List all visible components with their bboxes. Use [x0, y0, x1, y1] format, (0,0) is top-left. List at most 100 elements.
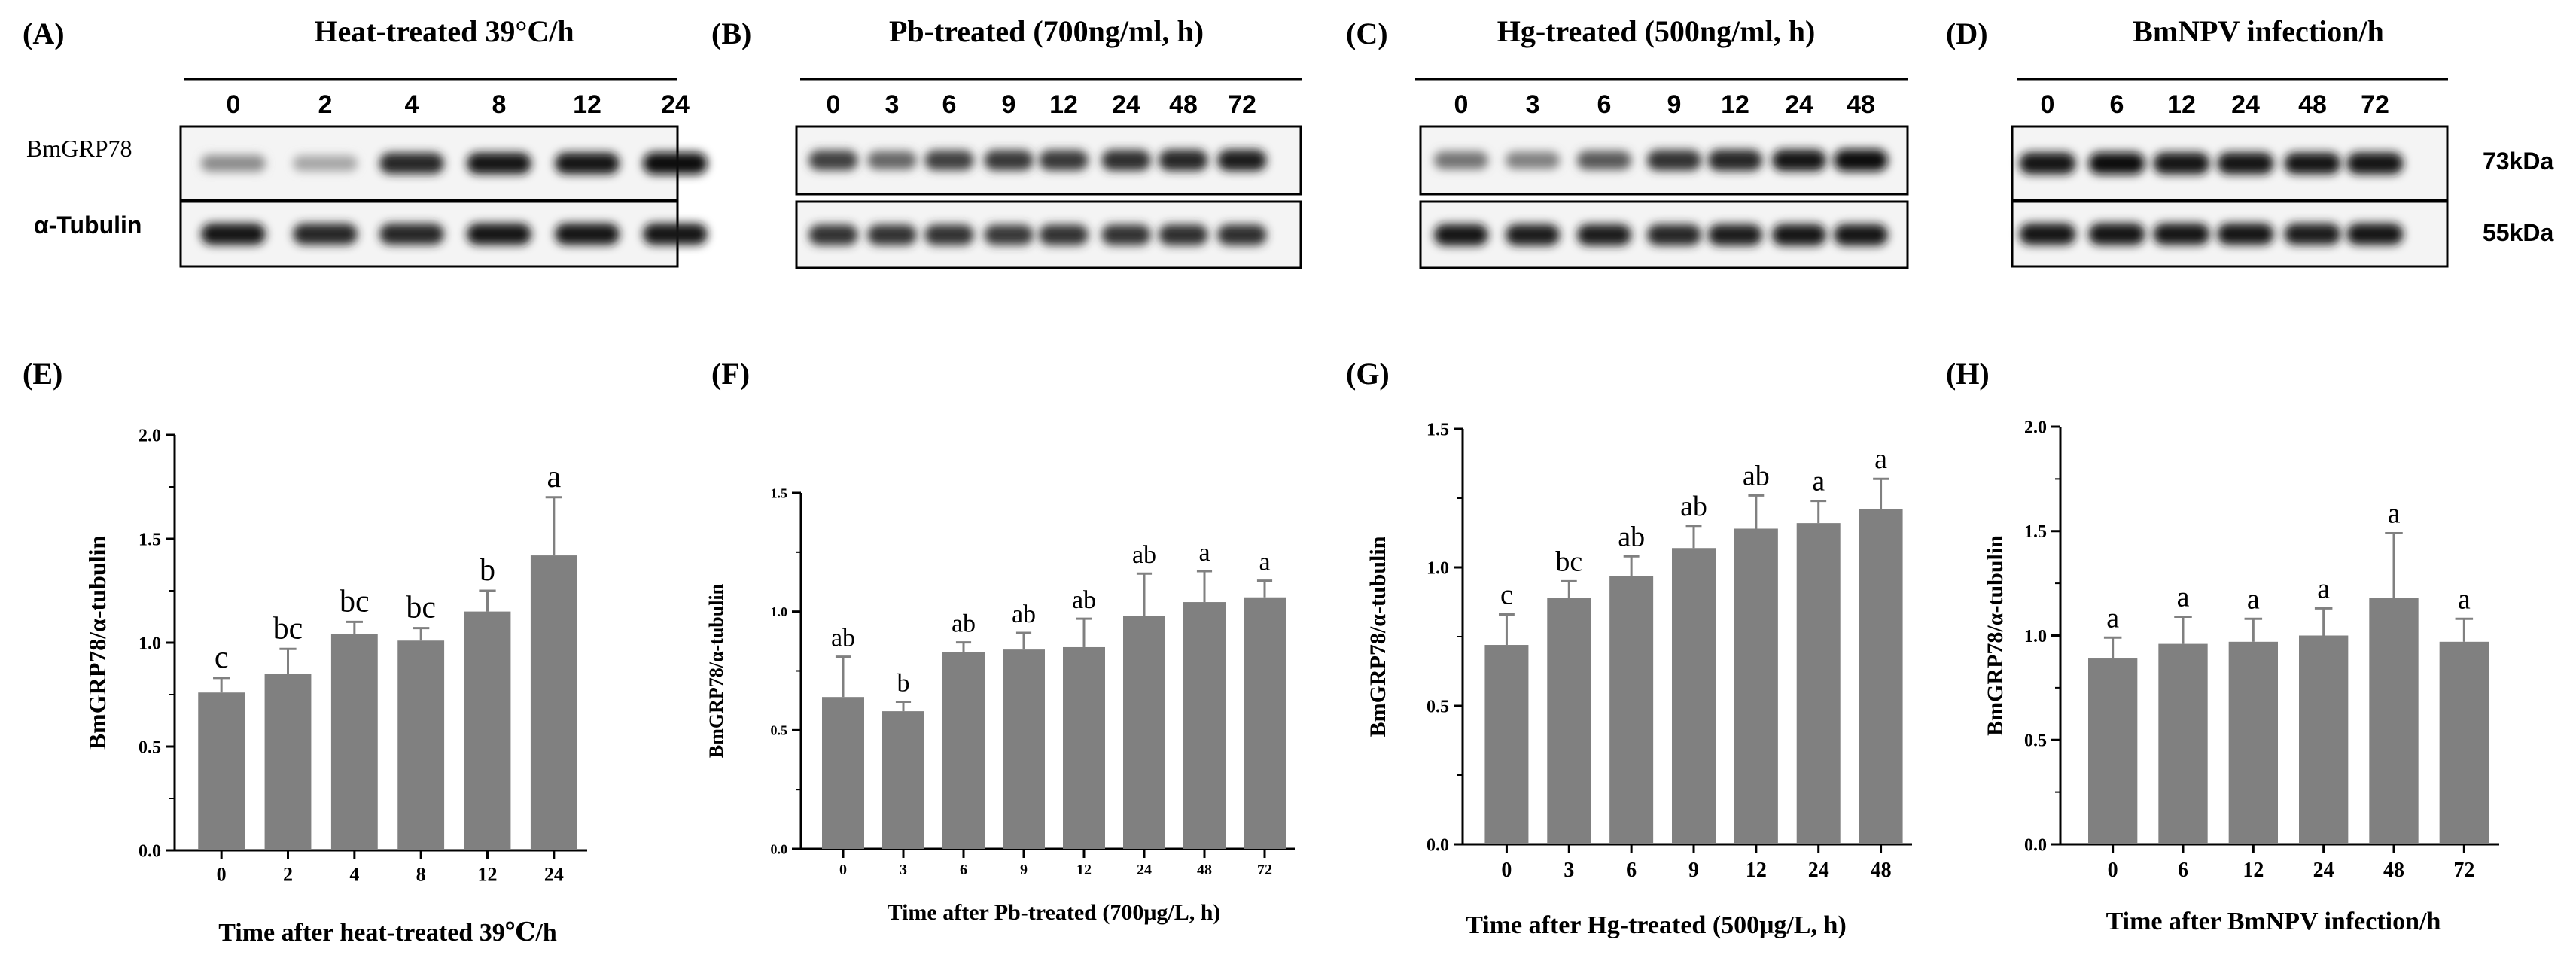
blot-band [1505, 224, 1561, 246]
blot-band [1039, 150, 1089, 171]
x-tick-label: 48 [1871, 859, 1892, 882]
blot-band [2284, 223, 2341, 245]
bar [2439, 641, 2489, 844]
significance-label: bc [1555, 546, 1582, 577]
blot-band [867, 224, 917, 245]
bar-chart-3: (H) 0.0 0.5 1.0 1.5 2.0 a 0 a 6 a 12 a 24 a 48 a 72 Time a… [1946, 357, 2499, 935]
blot-panel-2: (C) Hg-treated (500ng/ml, h) 0 3 6 9 12 24 48 [1346, 14, 1909, 269]
y-axis-title: BmGRP78/α-tubulin [84, 536, 111, 750]
x-tick-label: 2 [283, 864, 293, 886]
blot-band [1039, 224, 1089, 245]
lane-label: 72 [2361, 90, 2389, 119]
x-axis-title: Time after heat-treated 39℃/h [218, 919, 557, 947]
significance-label: a [547, 460, 562, 494]
x-tick-label: 24 [544, 864, 564, 886]
x-tick-label: 72 [1257, 862, 1272, 878]
significance-label: a [2177, 582, 2190, 613]
significance-label: ab [1618, 521, 1645, 552]
lane-label: 0 [827, 90, 841, 119]
x-tick-label: 24 [1808, 859, 1829, 882]
significance-label: ab [952, 610, 976, 638]
bar [1244, 597, 1286, 849]
x-tick-label: 12 [1746, 859, 1767, 882]
bar [1734, 528, 1778, 844]
bar [1123, 616, 1165, 849]
y-axis-title: BmGRP78/α-tubulin [1983, 535, 2008, 736]
blot-band [808, 224, 858, 245]
y-tick-label: 1.0 [771, 604, 788, 619]
x-axis-title: Time after Pb-treated (700μg/L, h) [888, 900, 1221, 925]
x-tick-label: 12 [1076, 862, 1092, 878]
lane-label: 3 [1526, 90, 1540, 119]
x-tick-label: 0 [217, 864, 227, 886]
y-tick-label: 1.5 [1427, 420, 1449, 439]
blot-band [643, 152, 708, 175]
blot-band [1217, 224, 1267, 245]
y-tick-label: 1.5 [771, 485, 788, 500]
lane-label: 48 [1169, 90, 1198, 119]
x-tick-label: 24 [2313, 859, 2334, 882]
blot-band [924, 224, 974, 245]
significance-label: c [1500, 579, 1513, 611]
lane-label: 72 [1228, 90, 1256, 119]
x-tick-label: 24 [1137, 862, 1152, 878]
significance-label: c [215, 640, 229, 675]
y-tick-label: 0.5 [1427, 697, 1449, 716]
y-tick-label: 2.0 [139, 426, 161, 446]
blot-band [2088, 223, 2145, 245]
blot-band [643, 223, 708, 245]
y-tick-label: 0.5 [771, 723, 788, 738]
x-tick-label: 48 [1197, 862, 1212, 878]
significance-label: b [897, 669, 910, 697]
panel-letter: (B) [711, 17, 751, 50]
x-tick-label: 6 [960, 862, 967, 878]
y-tick-label: 0.0 [771, 841, 788, 856]
lane-label: 3 [885, 90, 900, 119]
significance-label: b [480, 553, 495, 588]
panel-letter: (F) [711, 357, 750, 391]
lane-label: 6 [942, 90, 957, 119]
lane-label: 9 [1667, 90, 1682, 119]
significance-label: ab [1012, 601, 1036, 628]
blot-band [984, 224, 1034, 245]
lane-label: 12 [1049, 90, 1078, 119]
lane-label: 0 [227, 90, 241, 119]
bar [1796, 523, 1841, 844]
blot-band [467, 223, 531, 245]
lane-label: 6 [1597, 90, 1612, 119]
significance-label: a [2247, 583, 2260, 615]
y-axis-title: BmGRP78/α-tubulin [705, 583, 727, 758]
bar [1003, 649, 1045, 849]
x-tick-label: 0 [2108, 859, 2118, 882]
lane-label: 24 [1785, 90, 1813, 119]
blot-band [2346, 152, 2404, 175]
bar [397, 640, 445, 850]
significance-label: a [2388, 498, 2401, 530]
blot-band [1646, 224, 1702, 245]
x-tick-label: 12 [478, 864, 498, 886]
lane-label: 2 [318, 90, 333, 119]
x-tick-label: 4 [349, 864, 359, 886]
y-axis-title: BmGRP78/α-tubulin [1366, 536, 1390, 737]
bar [2369, 598, 2419, 844]
blot-band [2153, 152, 2210, 175]
bar [2299, 635, 2349, 844]
blot-band [2284, 152, 2341, 175]
significance-label: ab [1743, 460, 1770, 491]
lane-label: 0 [1454, 90, 1469, 119]
blot-band [1833, 149, 1889, 172]
lane-label: 8 [492, 90, 507, 119]
lane-label: 48 [2298, 90, 2327, 119]
blot-band [1576, 151, 1632, 170]
x-tick-label: 9 [1688, 859, 1699, 882]
blot-band [201, 154, 266, 172]
bar [1183, 602, 1226, 849]
blot-band [1433, 224, 1489, 246]
y-tick-label: 0.0 [1427, 835, 1449, 855]
bar [1672, 548, 1716, 844]
x-axis-title: Time after Hg-treated (500μg/L, h) [1466, 911, 1847, 939]
mw-marker-top: 73kDa [2483, 147, 2554, 175]
blot-band [1159, 224, 1208, 245]
significance-label: a [2458, 583, 2471, 615]
significance-label: bc [340, 584, 370, 619]
